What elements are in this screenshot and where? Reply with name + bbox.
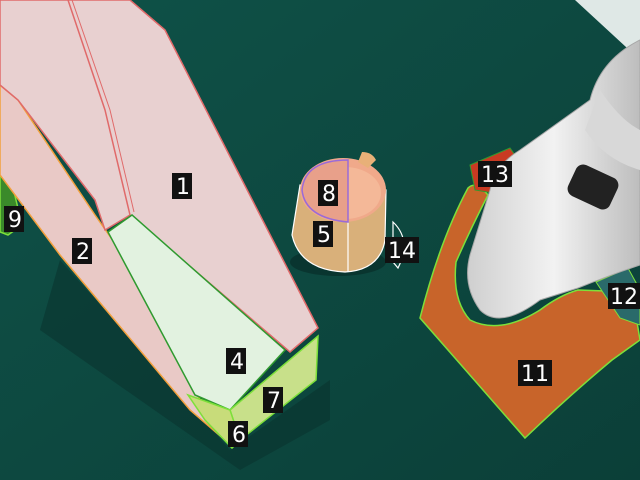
- tray-fold-line-2: [71, 0, 135, 213]
- svg-text:7: 7: [267, 389, 281, 414]
- tray-shadow: [40, 260, 330, 470]
- region-11-stand: [419, 184, 640, 440]
- svg-text:9: 9: [8, 208, 22, 233]
- svg-text:5: 5: [317, 223, 331, 248]
- svg-text:14: 14: [388, 239, 416, 264]
- label-13: 13: [478, 161, 512, 188]
- mug-handle: [358, 152, 376, 168]
- robot-arm-joint: [585, 90, 640, 170]
- label-14: 14: [385, 237, 419, 264]
- label-5: 5: [313, 221, 333, 248]
- label-11: 11: [518, 360, 552, 387]
- svg-text:13: 13: [481, 163, 509, 188]
- tray-fold-line: [67, 0, 131, 216]
- svg-text:6: 6: [232, 423, 246, 448]
- background-corner: [575, 0, 640, 60]
- robot-sensor: [567, 164, 619, 210]
- svg-text:12: 12: [610, 285, 638, 310]
- label-12: 12: [608, 283, 640, 310]
- svg-text:11: 11: [521, 362, 549, 387]
- svg-text:1: 1: [176, 175, 190, 200]
- svg-text:4: 4: [230, 350, 244, 375]
- svg-text:2: 2: [76, 240, 90, 265]
- svg-text:8: 8: [322, 182, 336, 207]
- label-1: 1: [172, 173, 192, 200]
- label-9: 9: [4, 206, 24, 233]
- label-8: 8: [318, 180, 338, 207]
- label-7: 7: [263, 387, 283, 414]
- label-2: 2: [72, 238, 92, 265]
- label-6: 6: [228, 421, 248, 448]
- label-4: 4: [226, 348, 246, 375]
